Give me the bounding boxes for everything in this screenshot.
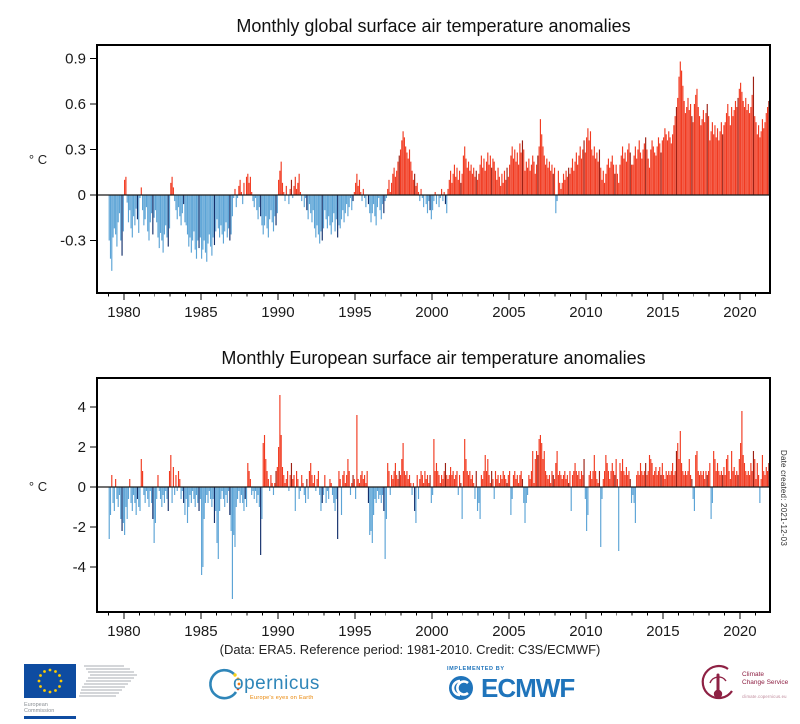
svg-text:-4: -4 — [73, 559, 86, 576]
date-created-label: Date created: 2021-12-03 — [779, 450, 788, 546]
svg-text:1995: 1995 — [338, 623, 371, 640]
svg-text:2000: 2000 — [415, 304, 448, 321]
ecmwf-logo: IMPLEMENTED BY ECMWF — [447, 666, 607, 710]
svg-text:1990: 1990 — [261, 304, 294, 321]
global-y-axis-unit-label: ° C — [28, 152, 48, 167]
svg-text:2015: 2015 — [646, 304, 679, 321]
copernicus-logo: opernicus Europe's eyes on Earth — [205, 666, 355, 710]
eu-logo-text-line2: Commission — [24, 708, 55, 715]
svg-text:2: 2 — [78, 439, 86, 456]
copernicus-tagline: Europe's eyes on Earth — [250, 695, 314, 701]
svg-text:-0.3: -0.3 — [60, 233, 86, 250]
c3s-logo-text: Climate Change Service — [742, 671, 788, 687]
svg-text:4: 4 — [78, 399, 86, 416]
eu-flag-icon — [24, 664, 137, 698]
c3s-logo-text-line2: Change Service — [742, 679, 789, 687]
svg-text:1985: 1985 — [184, 304, 217, 321]
svg-text:1985: 1985 — [184, 623, 217, 640]
global-anomalies-bars: 1980 1985 1990 1995 2000 2005 2010 2015 2020 0.9 0… — [60, 44, 771, 321]
svg-text:1990: 1990 — [261, 623, 294, 640]
ecmwf-implemented-by-label: IMPLEMENTED BY — [447, 666, 505, 672]
data-credit-caption: (Data: ERA5. Reference period: 1981-2010… — [219, 642, 601, 657]
european-anomalies-bars: 1980 1985 1990 1995 2000 2005 2010 2015 2020 4 2 0 -… — [73, 377, 771, 640]
svg-text:2005: 2005 — [492, 304, 525, 321]
svg-text:0: 0 — [78, 479, 86, 496]
ecmwf-wordmark: ECMWF — [481, 673, 575, 703]
svg-text:1995: 1995 — [338, 304, 371, 321]
copernicus-wordmark: opernicus — [233, 673, 320, 694]
svg-text:1980: 1980 — [107, 304, 140, 321]
svg-text:2015: 2015 — [646, 623, 679, 640]
eu-logo-text-line1: European — [24, 702, 48, 708]
ecmwf-globe-icon — [449, 676, 473, 700]
global-chart-title: Monthly global surface air temperature a… — [236, 16, 631, 36]
svg-text:2020: 2020 — [723, 623, 756, 640]
svg-text:-2: -2 — [73, 519, 86, 536]
c3s-logo: Climate Change Service climate.copernicu… — [698, 661, 798, 717]
svg-text:0: 0 — [78, 187, 86, 204]
c3s-logo-tagline: climate.copernicus.eu — [742, 694, 787, 699]
european-chart-title: Monthly European surface air temperature… — [221, 348, 646, 368]
c3s-logo-text-line1: Climate — [742, 671, 765, 678]
european-y-axis-unit-label: ° C — [28, 479, 48, 494]
svg-text:2020: 2020 — [723, 304, 756, 321]
svg-text:0.3: 0.3 — [65, 141, 86, 158]
svg-text:2010: 2010 — [569, 623, 602, 640]
svg-text:2005: 2005 — [492, 623, 525, 640]
svg-text:0.6: 0.6 — [65, 96, 86, 113]
eu-logo-bar — [24, 715, 76, 719]
eu-logo-text: European Commission — [24, 702, 142, 715]
svg-text:2010: 2010 — [569, 304, 602, 321]
svg-text:2000: 2000 — [415, 623, 448, 640]
european-commission-logo: European Commission — [24, 662, 142, 719]
svg-text:1980: 1980 — [107, 623, 140, 640]
c3s-thermometer-icon — [701, 664, 733, 700]
copernicus-c-icon — [209, 668, 241, 700]
svg-text:0.9: 0.9 — [65, 50, 86, 67]
